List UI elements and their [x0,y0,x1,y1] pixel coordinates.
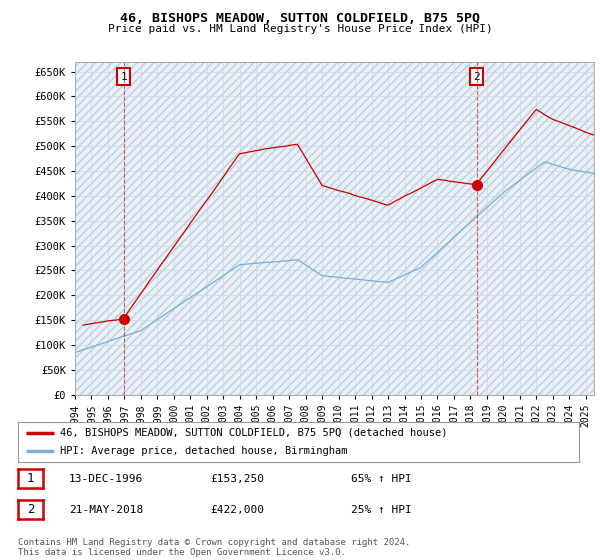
Text: 21-MAY-2018: 21-MAY-2018 [69,505,143,515]
Text: 25% ↑ HPI: 25% ↑ HPI [351,505,412,515]
Text: 13-DEC-1996: 13-DEC-1996 [69,474,143,484]
Text: 46, BISHOPS MEADOW, SUTTON COLDFIELD, B75 5PQ (detached house): 46, BISHOPS MEADOW, SUTTON COLDFIELD, B7… [60,428,448,437]
Text: HPI: Average price, detached house, Birmingham: HPI: Average price, detached house, Birm… [60,446,347,456]
Text: 65% ↑ HPI: 65% ↑ HPI [351,474,412,484]
Text: £153,250: £153,250 [210,474,264,484]
Text: £422,000: £422,000 [210,505,264,515]
Text: 2: 2 [27,503,34,516]
Text: 46, BISHOPS MEADOW, SUTTON COLDFIELD, B75 5PQ: 46, BISHOPS MEADOW, SUTTON COLDFIELD, B7… [120,12,480,25]
Text: 1: 1 [27,472,34,486]
Text: 2: 2 [473,72,480,82]
Text: Contains HM Land Registry data © Crown copyright and database right 2024.
This d: Contains HM Land Registry data © Crown c… [18,538,410,557]
Text: Price paid vs. HM Land Registry's House Price Index (HPI): Price paid vs. HM Land Registry's House … [107,24,493,34]
Text: 1: 1 [120,72,127,82]
